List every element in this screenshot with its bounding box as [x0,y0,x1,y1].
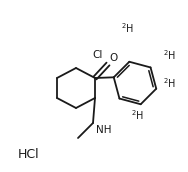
Text: $^2$H: $^2$H [121,21,135,35]
Text: Cl: Cl [93,50,103,60]
Text: $^2$H: $^2$H [131,108,145,122]
Text: HCl: HCl [18,148,40,162]
Text: O: O [109,53,117,63]
Text: $^2$H: $^2$H [163,76,176,90]
Text: $^2$H: $^2$H [163,48,176,62]
Text: NH: NH [96,125,111,135]
